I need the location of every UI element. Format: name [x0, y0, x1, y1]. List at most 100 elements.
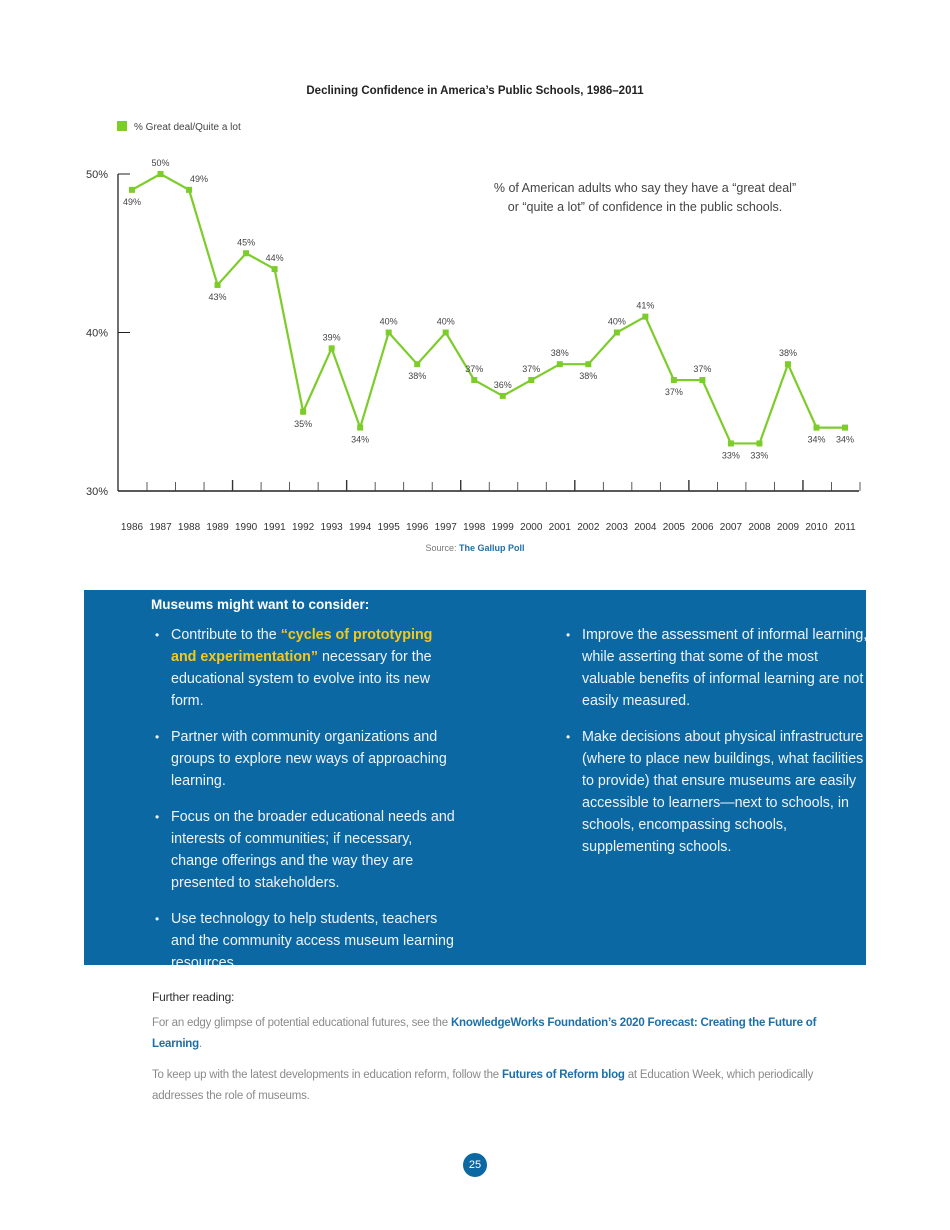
data-label: 40%: [380, 317, 398, 327]
data-label: 37%: [693, 364, 711, 374]
data-point: [471, 377, 478, 384]
x-tick-label: 2001: [549, 522, 572, 533]
right-column: Improve the assessment of informal learn…: [566, 624, 871, 872]
x-tick-label: 1995: [378, 522, 401, 533]
data-label: 36%: [494, 380, 512, 390]
data-point: [699, 377, 706, 384]
data-label: 38%: [551, 348, 569, 358]
x-tick-label: 1989: [206, 522, 229, 533]
text: .: [198, 1038, 202, 1050]
data-label: 35%: [294, 419, 312, 429]
data-point: [842, 424, 848, 431]
legend-label: % Great deal/Quite a lot: [134, 122, 241, 133]
data-point: [813, 424, 820, 431]
bullet-item: Focus on the broader educational needs a…: [155, 806, 455, 894]
data-point: [585, 361, 592, 368]
x-tick-label: 1990: [235, 522, 258, 533]
data-point: [784, 361, 791, 368]
further-p1: For an edgy glimpse of potential educati…: [152, 1013, 852, 1055]
further-heading: Further reading:: [152, 990, 235, 1004]
data-point: [300, 408, 307, 415]
source-prefix: Source:: [425, 543, 459, 553]
data-label: 38%: [408, 371, 426, 381]
bullet-item: Contribute to the “cycles of prototyping…: [155, 624, 455, 712]
x-tick-label: 2008: [748, 522, 771, 533]
x-tick-label: 2005: [663, 522, 686, 533]
data-label: 34%: [807, 435, 825, 445]
x-tick-label: 2010: [805, 522, 828, 533]
data-point: [385, 329, 392, 336]
x-tick-label: 1999: [492, 522, 515, 533]
data-label: 44%: [266, 253, 284, 263]
futures-of-reform-link[interactable]: Futures of Reform blog: [501, 1069, 625, 1081]
data-point: [243, 250, 250, 257]
data-label: 45%: [237, 237, 255, 247]
x-tick-label: 2002: [577, 522, 600, 533]
data-point: [186, 186, 193, 193]
data-label: 49%: [190, 174, 208, 184]
highlight-link[interactable]: “cycles of prototyping and experimentati…: [171, 627, 433, 665]
left-column: Contribute to the “cycles of prototyping…: [155, 624, 455, 988]
gallup-poll-link[interactable]: The Gallup Poll: [459, 543, 525, 553]
x-tick-label: 1994: [349, 522, 372, 533]
data-label: 38%: [779, 348, 797, 358]
chart-annotation: % of American adults who say they have a…: [494, 181, 796, 195]
data-point: [727, 440, 734, 447]
line-chart: % Great deal/Quite a lot % of American ad…: [86, 121, 861, 553]
data-point: [157, 171, 164, 177]
consider-box: Museums might want to consider: Contribu…: [84, 590, 867, 971]
data-label: 37%: [522, 364, 540, 374]
data-label: 38%: [579, 371, 597, 381]
data-point: [214, 281, 221, 288]
data-label: 43%: [209, 292, 227, 302]
x-tick-label: 2004: [634, 522, 657, 533]
x-tick-label: 2007: [720, 522, 743, 533]
data-point: [357, 424, 364, 431]
text: For an edgy glimpse of potential educati…: [152, 1017, 451, 1029]
x-tick-label: 1996: [406, 522, 429, 533]
x-tick-label: 1993: [321, 522, 344, 533]
x-tick-label: 2003: [606, 522, 629, 533]
further-reading: Further reading: For an edgy glimpse of …: [152, 990, 852, 1117]
bullet-item: Improve the assessment of informal learn…: [566, 624, 871, 712]
data-label: 40%: [608, 317, 626, 327]
text: at Education Week, which periodically ad…: [152, 1069, 814, 1102]
chart-source: Source: The Gallup Poll: [425, 543, 524, 553]
bullet-item: Use technology to help students, teacher…: [155, 908, 455, 974]
data-label: 49%: [123, 197, 141, 207]
data-point: [613, 329, 620, 336]
chart-title: Declining Confidence in America’s Public…: [0, 85, 950, 97]
data-point: [556, 361, 563, 368]
data-point: [442, 329, 449, 336]
y-tick-label: 30%: [86, 486, 108, 498]
data-point: [670, 377, 677, 384]
data-label: 41%: [636, 301, 654, 311]
chart-annotation: or “quite a lot” of confidence in the pu…: [508, 200, 782, 214]
bullet-item: Partner with community organizations and…: [155, 726, 455, 792]
y-tick-label: 40%: [86, 328, 108, 340]
data-point: [528, 377, 535, 384]
chart-title-text: Declining Confidence in America’s Public…: [306, 85, 644, 97]
data-label: 34%: [836, 435, 854, 445]
data-point: [499, 392, 506, 399]
x-tick-label: 1986: [121, 522, 144, 533]
x-tick-label: 1992: [292, 522, 315, 533]
data-point: [328, 345, 335, 352]
box-heading: Museums might want to consider:: [151, 597, 370, 612]
data-label: 37%: [665, 387, 683, 397]
text: To keep up with the latest developments …: [152, 1069, 502, 1081]
page-number: 25: [463, 1153, 487, 1177]
data-label: 33%: [722, 450, 740, 460]
x-tick-label: 2006: [691, 522, 714, 533]
data-label: 37%: [465, 364, 483, 374]
data-point: [642, 313, 649, 320]
bullet-text: necessary for the educational system to …: [171, 649, 432, 709]
bullet-item: Make decisions about physical infrastruc…: [566, 726, 871, 858]
x-tick-label: 1997: [435, 522, 458, 533]
series-line: [131, 172, 845, 445]
knowledgeworks-link[interactable]: KnowledgeWorks Foundation’s 2020 Forecas…: [152, 1017, 817, 1050]
further-p2: To keep up with the latest developments …: [152, 1065, 852, 1107]
x-tick-label: 1991: [263, 522, 286, 533]
data-point: [129, 186, 135, 193]
x-tick-label: 1998: [463, 522, 486, 533]
